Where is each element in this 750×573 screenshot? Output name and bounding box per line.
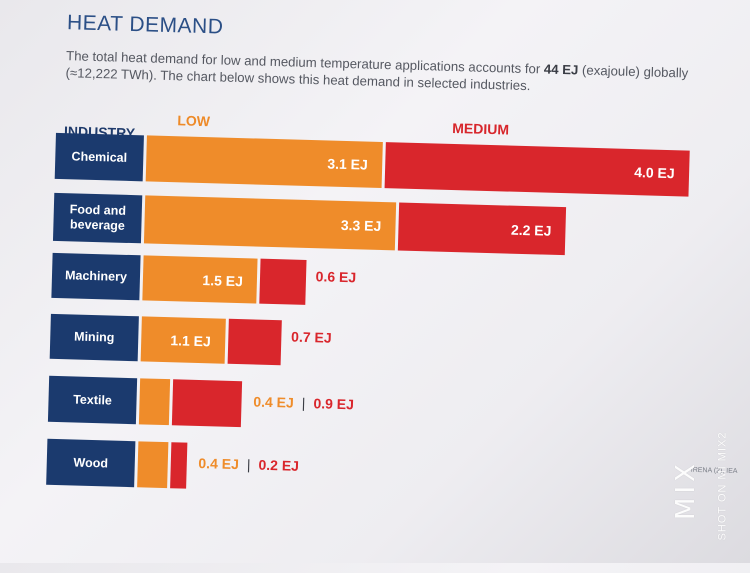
- bar-low-mining: 1.1 EJ: [140, 316, 226, 364]
- bar-low-food-and-beverage: 3.3 EJ: [143, 195, 396, 251]
- data-label-low-mining: 1.1 EJ: [170, 331, 212, 349]
- watermark-mix: MIX: [670, 460, 701, 520]
- data-label-low-chemical: 3.1 EJ: [327, 155, 369, 173]
- data-label-low-food-and-beverage: 3.3 EJ: [340, 216, 382, 235]
- data-label-medium-wood: 0.2 EJ: [258, 456, 300, 474]
- industry-label-wood: Wood: [46, 438, 136, 488]
- data-label-medium-food-and-beverage: 2.2 EJ: [510, 221, 552, 239]
- data-label-medium-mining: 0.7 EJ: [290, 328, 332, 346]
- bar-medium-chemical: 4.0 EJ: [384, 142, 690, 197]
- industry-label-food-and-beverage: Food and beverage: [52, 192, 143, 244]
- industry-label-text: Food and beverage: [69, 202, 127, 233]
- industry-label-textile: Textile: [47, 375, 138, 425]
- bar-low-wood: [137, 441, 169, 489]
- industry-label-mining: Mining: [49, 313, 139, 362]
- data-label-low-machinery: 1.5 EJ: [202, 271, 244, 289]
- industry-label-chemical: Chemical: [54, 132, 144, 182]
- data-label-medium-machinery: 0.6 EJ: [315, 267, 357, 285]
- chart-rows: Chemical 3.1 EJ 4.0 EJ Food and beverage 3.3…: [8, 0, 750, 489]
- subtitle-total-value: 44 EJ: [543, 61, 579, 78]
- bar-medium-food-and-beverage: 2.2 EJ: [397, 202, 567, 256]
- chart-subtitle: The total heat demand for low and medium…: [65, 47, 736, 100]
- bar-medium-machinery: [259, 258, 307, 305]
- data-label-low-wood: 0.4 EJ: [198, 455, 240, 473]
- industry-label-machinery: Machinery: [51, 252, 141, 301]
- bar-medium-mining: [227, 318, 282, 366]
- data-label-low-textile: 0.4 EJ: [253, 393, 295, 411]
- outside-label-textile: 0.4 EJ | 0.9 EJ: [253, 382, 355, 425]
- bar-low-machinery: 1.5 EJ: [142, 255, 258, 304]
- label-separator: |: [246, 456, 251, 473]
- label-separator: |: [301, 394, 306, 411]
- outside-label-machinery: 0.6 EJ: [315, 260, 356, 292]
- outside-label-wood: 0.4 EJ | 0.2 EJ: [198, 443, 300, 486]
- outside-label-mining: 0.7 EJ: [291, 321, 332, 353]
- bar-low-chemical: 3.1 EJ: [145, 135, 383, 188]
- bar-low-textile: [138, 378, 171, 426]
- watermark-shot-on: SHOT ON MI MIX2: [716, 431, 729, 541]
- data-label-medium-chemical: 4.0 EJ: [633, 164, 675, 182]
- medium-header: MEDIUM: [452, 119, 510, 138]
- low-header: LOW: [177, 112, 211, 130]
- bar-medium-wood: [170, 442, 187, 489]
- camera-watermark: MIX SHOT ON MI MIX2: [671, 420, 746, 550]
- bar-medium-textile: [172, 379, 242, 428]
- chart-title: HEAT DEMAND: [66, 11, 224, 39]
- data-label-medium-textile: 0.9 EJ: [313, 395, 355, 413]
